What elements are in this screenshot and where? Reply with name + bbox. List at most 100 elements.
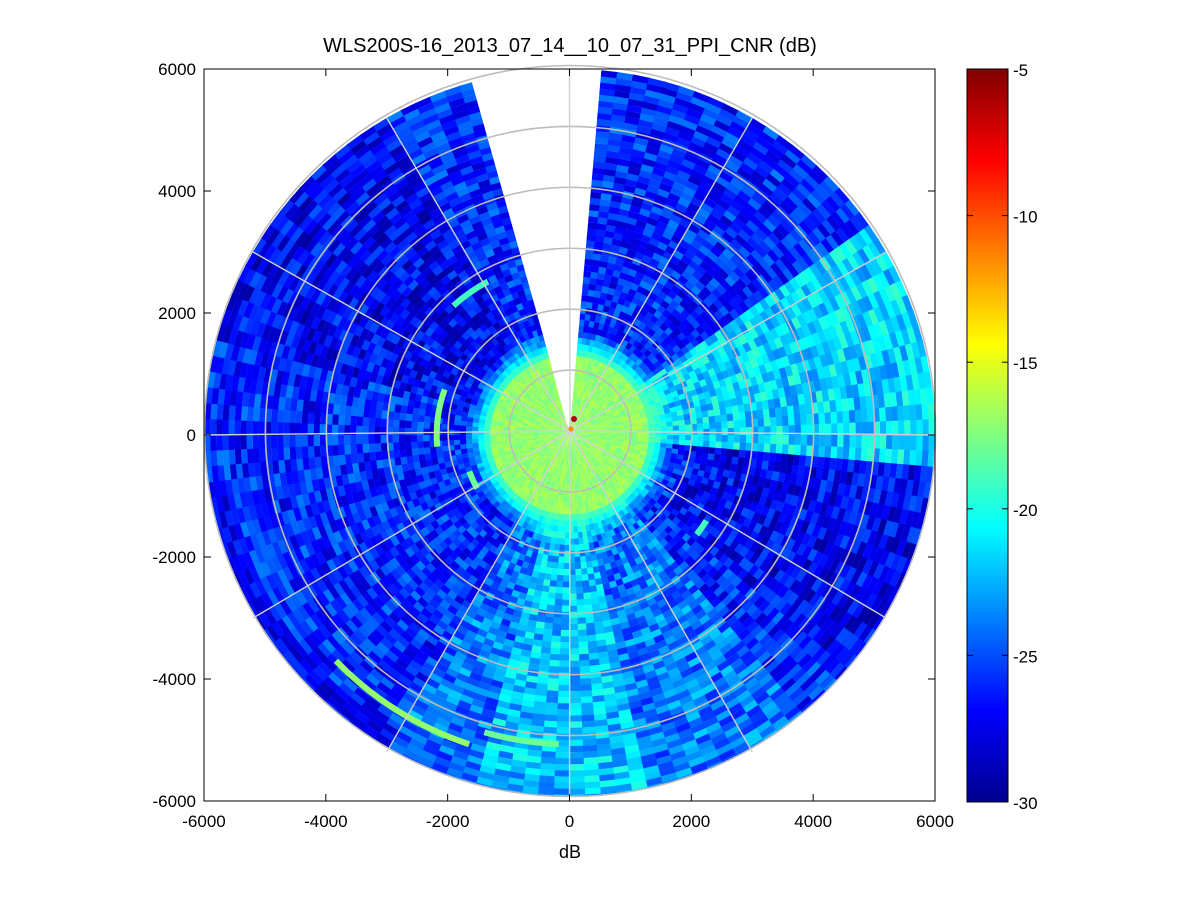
cnr-cell [631,74,651,84]
cnr-cell [586,376,591,384]
cnr-cell [759,131,778,147]
cnr-cell [585,423,592,428]
cnr-cell [723,188,739,201]
cnr-cell [798,220,814,237]
cnr-cell [732,381,741,392]
cnr-cell [602,174,617,183]
cnr-cell [772,368,782,381]
cnr-cell [596,382,603,389]
cnr-cell [839,320,851,337]
cnr-cell [812,291,825,307]
cnr-cell [599,292,609,300]
cnr-cell [614,364,622,373]
cnr-cell [853,232,869,250]
cnr-cell [683,413,691,421]
cnr-cell [582,381,587,389]
cnr-cell [890,316,902,334]
cnr-cell [578,672,591,679]
cnr-cell [775,135,794,151]
cnr-cell [809,345,820,360]
cnr-cell [645,360,654,369]
cnr-cell [573,544,580,551]
cnr-cell [795,326,807,341]
cnr-cell [574,427,580,432]
cnr-cell [617,277,627,287]
cnr-cell [867,324,878,342]
cnr-cell [892,435,899,452]
cnr-cell [724,160,742,174]
cnr-cell [758,223,774,238]
cnr-cell [653,161,669,172]
cnr-cell [598,297,607,306]
cnr-cell [729,222,743,235]
cnr-cell [572,501,576,509]
cnr-cell [762,253,776,268]
cnr-cell [848,447,856,462]
cnr-cell [715,371,725,382]
cnr-cell [825,435,832,448]
cnr-cell [580,381,584,388]
cnr-cell [749,376,759,387]
cnr-cell [690,239,704,251]
cnr-cell [608,346,615,355]
cnr-cell [749,357,759,370]
cnr-cell [740,352,751,364]
cnr-cell [898,435,905,452]
cnr-cell [596,397,603,404]
cnr-cell [788,246,803,262]
cnr-cell [625,357,633,366]
cnr-cell [606,389,613,397]
cnr-cell [914,357,924,376]
cnr-cell [571,404,574,411]
cnr-cell [840,203,856,222]
cnr-cell [583,409,589,416]
cnr-cell [584,616,595,624]
cnr-cell [569,431,575,435]
cnr-cell [752,141,771,157]
cnr-cell [794,414,801,427]
cnr-cell [735,278,748,291]
cnr-cell [761,201,777,216]
cnr-cell [580,428,587,431]
cnr-cell [648,364,657,373]
cnr-cell [687,175,704,187]
cnr-cell [685,180,701,193]
cnr-cell [598,425,606,429]
cnr-cell [567,776,585,783]
cnr-cell [597,420,604,425]
cnr-cell [632,395,640,402]
cnr-cell [720,353,731,364]
cnr-cell [639,208,652,218]
cnr-cell [609,360,616,369]
cnr-cell [901,311,913,331]
cnr-cell [806,249,820,265]
cnr-cell [782,267,795,283]
cnr-cell [610,420,617,425]
cnr-cell [738,411,746,421]
cnr-cell [730,238,744,252]
cnr-cell [623,404,631,410]
cnr-cell [583,604,593,612]
cnr-cell [703,435,710,442]
cnr-cell [639,395,648,402]
cnr-cell [579,393,583,401]
cnr-cell [598,211,610,219]
cnr-cell [830,350,841,366]
cnr-cell [621,347,630,356]
cnr-cell [842,346,853,363]
cnr-cell [599,433,607,436]
cnr-cell [780,154,799,170]
cnr-cell [574,574,583,582]
cnr-cell [645,392,653,400]
cnr-cell [655,155,671,167]
cnr-cell [647,77,666,88]
cnr-cell [600,193,614,201]
cnr-cell [593,290,602,299]
cnr-cell [706,191,722,205]
cnr-cell [903,449,911,467]
cnr-cell [660,87,680,99]
cnr-cell [828,296,841,313]
cnr-cell [860,369,870,385]
cnr-cell [561,599,570,606]
cnr-cell [757,418,765,428]
